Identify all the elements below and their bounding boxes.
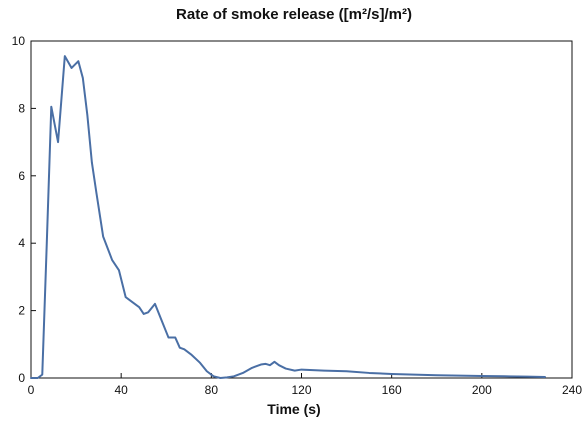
x-tick-label: 0 [28, 383, 35, 397]
data-point [91, 161, 93, 163]
data-point [30, 377, 32, 379]
data-point [526, 376, 528, 378]
data-point [46, 242, 48, 244]
data-point [233, 375, 235, 377]
data-point [368, 372, 370, 374]
data-point [82, 77, 84, 79]
data-point [95, 192, 97, 194]
series-line-0 [30, 55, 546, 379]
data-point [212, 375, 215, 377]
data-point [147, 311, 149, 313]
data-point [174, 336, 176, 339]
data-point [269, 364, 271, 366]
data-point [179, 347, 181, 349]
data-point [260, 363, 262, 366]
tick-group [30, 40, 573, 379]
data-point [345, 370, 348, 372]
data-point [458, 375, 460, 377]
data-point [251, 367, 253, 369]
data-point [226, 376, 228, 378]
chart-title: Rate of smoke release ([m²/s]/m²) [176, 6, 412, 23]
data-point [481, 375, 483, 377]
y-tick-label: 4 [18, 236, 25, 250]
data-point [131, 301, 134, 303]
data-point [41, 374, 43, 376]
y-tick-label: 10 [12, 34, 26, 48]
data-point [413, 374, 415, 376]
data-point [118, 269, 120, 271]
series-group [30, 55, 546, 379]
y-tick-label: 6 [18, 169, 25, 183]
data-point [206, 370, 208, 372]
data-point [219, 377, 221, 379]
data-point [278, 364, 280, 366]
y-tick-label: 2 [18, 304, 25, 318]
plot-area-frame [30, 40, 573, 379]
tick-label-group: 0 40 80 120 160 200 240 0 2 4 6 8 10 [12, 34, 583, 397]
data-point [323, 369, 325, 372]
x-tick-label: 240 [562, 383, 582, 397]
data-point [111, 259, 113, 261]
x-tick-label: 80 [205, 383, 219, 397]
data-point [86, 114, 88, 116]
data-point [544, 376, 546, 378]
data-point [391, 373, 393, 375]
data-point [294, 369, 296, 372]
data-point [285, 367, 287, 370]
data-point [70, 67, 73, 69]
data-point [503, 375, 505, 377]
x-tick-label: 120 [291, 383, 311, 397]
data-point [190, 353, 192, 356]
y-tick-label: 8 [18, 101, 25, 115]
data-point [125, 296, 127, 298]
x-tick-label: 200 [472, 383, 492, 397]
data-point [64, 55, 66, 57]
data-point [143, 313, 145, 315]
data-point [183, 348, 185, 350]
data-point [154, 303, 156, 305]
data-point [242, 372, 244, 374]
data-point [138, 306, 140, 308]
data-point [37, 377, 39, 379]
x-axis-label: Time (s) [267, 401, 321, 417]
data-point [273, 361, 276, 363]
x-tick-label: 40 [114, 383, 128, 397]
data-point [102, 235, 104, 238]
data-point [161, 320, 163, 322]
data-point [77, 60, 79, 62]
data-point [167, 336, 170, 339]
data-point [57, 141, 59, 143]
data-point [436, 374, 438, 376]
y-tick-label: 0 [18, 371, 25, 385]
x-tick-label: 160 [382, 383, 402, 397]
data-point [300, 368, 303, 371]
data-point [264, 363, 267, 365]
data-point [199, 362, 201, 364]
data-point [50, 106, 52, 108]
